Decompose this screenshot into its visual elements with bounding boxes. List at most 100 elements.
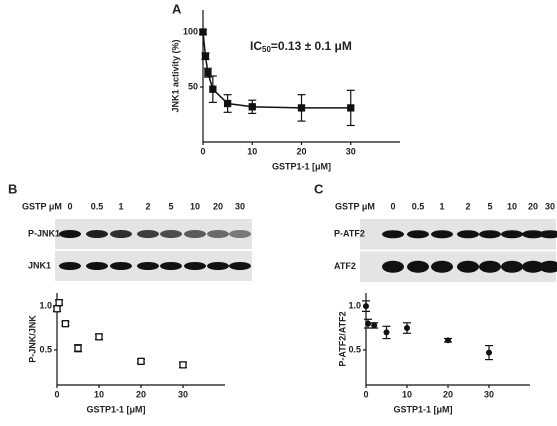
y-tick-label: 1.0 [39, 301, 52, 311]
blot-band [382, 260, 404, 273]
blot-band [407, 230, 429, 239]
lane-label: 0 [67, 201, 72, 211]
lane-label: 30 [235, 201, 245, 211]
blot-band [431, 260, 453, 273]
y-tick-label: 100 [183, 26, 198, 36]
lane-label: 5 [487, 201, 492, 211]
blot-band [501, 260, 523, 273]
blot-band [86, 230, 108, 238]
data-point [383, 329, 390, 336]
x-tick-label: 20 [296, 146, 306, 156]
x-tick-label: 10 [94, 389, 104, 399]
data-point [223, 99, 232, 108]
data-point [347, 104, 355, 112]
x-tick-label: 30 [346, 146, 356, 156]
data-point [199, 28, 207, 36]
data-point [365, 320, 372, 327]
y-tick-label: 0.5 [39, 344, 52, 354]
blot-band [137, 230, 159, 238]
lane-label: 10 [507, 201, 517, 211]
x-tick-label: 20 [443, 389, 453, 399]
y-tick-label: 1.0 [348, 301, 361, 311]
lane-label: 20 [213, 201, 223, 211]
data-point [209, 85, 217, 93]
panel-label: C [314, 181, 324, 196]
lane-label: 5 [168, 201, 173, 211]
lane-label: 1 [118, 201, 123, 211]
blot-band [207, 262, 229, 270]
blot-band [539, 260, 557, 273]
lane-label: 0.5 [412, 201, 425, 211]
blot-band [479, 260, 501, 273]
blot-row-label: JNK1 [28, 260, 51, 270]
data-point [445, 337, 451, 344]
blot-band [137, 262, 159, 270]
lane-label: 0 [390, 201, 395, 211]
y-axis-label: JNK1 activity (%) [170, 39, 180, 112]
blot-band [184, 262, 206, 270]
data-point [371, 322, 378, 329]
data-point [179, 361, 187, 369]
data-point [204, 69, 212, 77]
blot-band [229, 230, 251, 238]
y-tick-label: 50 [188, 81, 198, 91]
annotation-text: IC [250, 39, 262, 53]
data-point [248, 103, 256, 111]
data-point [55, 298, 63, 307]
x-tick-label: 20 [136, 389, 146, 399]
x-tick-label: 10 [402, 389, 412, 399]
y-tick-label: 0.5 [348, 344, 361, 354]
panel-label: B [8, 181, 17, 196]
blot-band [86, 262, 108, 270]
blot-band [431, 230, 453, 239]
data-point [486, 349, 492, 356]
lane-label: 1 [439, 201, 444, 211]
lane-label: 2 [465, 201, 470, 211]
blot-band [407, 260, 429, 273]
blot-band [457, 260, 479, 273]
panel-label: A [172, 1, 182, 16]
blot-band [207, 230, 229, 238]
y-axis-label: P-JNK/JNK [27, 315, 37, 363]
lane-label: 10 [190, 201, 200, 211]
x-tick-label: 0 [200, 146, 205, 156]
annotation: IC50=0.13 ± 0.1 μM [250, 39, 352, 54]
data-point [61, 320, 70, 328]
data-point [201, 52, 210, 60]
x-tick-label: 0 [54, 389, 59, 399]
lane-label: 0.5 [91, 201, 104, 211]
lane-label: 2 [145, 201, 150, 211]
annotation-subscript: 50 [262, 45, 271, 54]
lane-label: 30 [545, 201, 555, 211]
blot-band [59, 230, 81, 238]
blot-row-label: P-ATF2 [334, 229, 365, 239]
x-tick-label: 30 [178, 389, 188, 399]
x-tick-label: 30 [484, 389, 494, 399]
blot-band [457, 230, 479, 239]
data-point [297, 104, 306, 112]
blot-row-label: ATF2 [334, 261, 356, 271]
y-axis-label: P-ATF2/ATF2 [337, 311, 347, 366]
data-point [53, 305, 61, 313]
x-tick-label: 0 [363, 389, 368, 399]
x-tick-label: 10 [247, 146, 257, 156]
blot-band [382, 230, 404, 239]
blot-band [501, 230, 523, 239]
data-point [74, 344, 82, 352]
x-axis-label: GSTP1-1 [μM] [393, 404, 452, 414]
blot-header: GSTP μM [335, 201, 375, 211]
data-point [404, 325, 410, 332]
blot-band [522, 230, 544, 239]
x-axis-label: GSTP1-1 [μM] [86, 404, 145, 414]
data-point [137, 357, 145, 365]
data-point [363, 303, 369, 310]
blot-band [539, 230, 557, 239]
blot-band [479, 230, 501, 239]
data-point [95, 333, 103, 341]
blot-band [184, 230, 206, 238]
blot-band [160, 230, 182, 238]
blot-band [110, 230, 132, 238]
blot-band [522, 260, 544, 273]
blot-band [59, 262, 81, 270]
